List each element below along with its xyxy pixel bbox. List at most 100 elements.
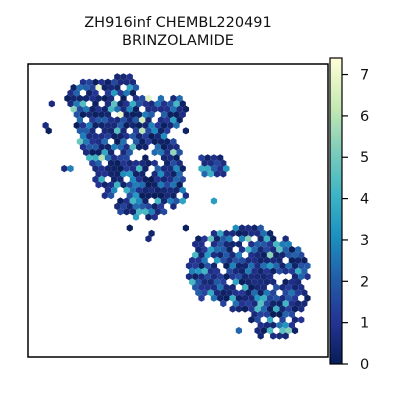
hexbin-cell bbox=[304, 262, 311, 270]
hexbin-cell bbox=[235, 240, 242, 248]
hexbin-cell bbox=[179, 175, 186, 183]
hexbin-cell bbox=[167, 143, 174, 151]
hexbin-cell bbox=[295, 278, 302, 286]
hexbin-cell bbox=[139, 116, 146, 124]
hexbin-cell bbox=[151, 148, 158, 156]
hexbin-cell bbox=[111, 143, 118, 151]
hexbin-cell bbox=[242, 273, 249, 281]
hexbin-cell bbox=[238, 246, 246, 254]
hexbin-cell bbox=[70, 84, 77, 92]
hexbin-cell bbox=[229, 305, 236, 313]
hexbin-cell bbox=[242, 262, 249, 270]
hexbin-cell bbox=[167, 197, 174, 205]
hexbin-cell bbox=[157, 202, 165, 210]
hexbin-cell bbox=[229, 262, 236, 270]
hexbin-cell bbox=[248, 316, 255, 324]
hexbin-cell bbox=[198, 283, 205, 291]
hexbin-cell bbox=[139, 127, 146, 135]
hexbin-cell bbox=[157, 148, 165, 156]
hexbin-cell bbox=[160, 100, 168, 108]
hexbin-cell bbox=[195, 246, 202, 254]
hexbin-cell bbox=[242, 229, 249, 237]
hexbin-cell bbox=[83, 138, 90, 146]
hexbin-cell bbox=[260, 229, 267, 237]
hexbin-cell bbox=[164, 192, 171, 200]
hexbin-cell bbox=[92, 132, 99, 140]
hexbin-cell bbox=[148, 186, 155, 194]
hexbin-cell bbox=[117, 197, 124, 205]
hexbin-cell bbox=[235, 262, 242, 270]
hexbin-cell bbox=[136, 175, 143, 183]
hexbin-cell bbox=[64, 94, 71, 102]
hexbin-cell bbox=[260, 262, 267, 270]
hexbin-cell bbox=[304, 294, 311, 302]
hexbin-cell bbox=[285, 294, 292, 302]
hexbin-cell bbox=[291, 283, 299, 291]
hexbin-cell bbox=[107, 170, 115, 178]
hexbin-cell bbox=[282, 300, 289, 308]
hexbin-cell bbox=[129, 143, 136, 151]
hexbin-cell bbox=[238, 267, 246, 275]
hexbin-cell bbox=[242, 305, 249, 313]
hexbin-cell bbox=[213, 256, 221, 264]
hexbin-cell bbox=[123, 78, 130, 86]
hexbin-cell bbox=[288, 246, 295, 254]
hexbin-cell bbox=[170, 148, 177, 156]
hexbin-cell bbox=[223, 262, 230, 270]
hexbin-cell bbox=[132, 159, 140, 167]
hexbin-cell bbox=[213, 170, 221, 178]
hexbin-cell bbox=[251, 289, 258, 297]
hexbin-cell bbox=[270, 289, 277, 297]
hexbin-cell bbox=[120, 159, 127, 167]
hexbin-cell bbox=[223, 273, 230, 281]
hexbin-cell bbox=[142, 208, 149, 216]
hexbin-cell bbox=[266, 229, 274, 237]
hexbin-cell bbox=[123, 111, 130, 119]
hexbin-cell bbox=[232, 224, 239, 232]
hexbin-cell bbox=[126, 116, 133, 124]
hexbin-cell bbox=[173, 143, 180, 151]
chart-title-line1: ZH916inf CHEMBL220491 bbox=[84, 15, 272, 31]
hexbin-cell bbox=[173, 175, 180, 183]
hexbin-cell bbox=[210, 240, 218, 248]
hexbin-cell bbox=[229, 273, 236, 281]
hexbin-cell bbox=[157, 181, 165, 189]
hexbin-cell bbox=[279, 316, 286, 324]
hexbin-cell bbox=[295, 267, 302, 275]
hexbin-cell bbox=[276, 300, 283, 308]
hexbin-cell bbox=[291, 327, 299, 335]
hexbin-cell bbox=[242, 294, 249, 302]
hexbin-cell bbox=[220, 246, 227, 254]
hexbin-cell bbox=[257, 310, 264, 318]
hexbin-cell bbox=[89, 94, 96, 102]
hexbin-cell bbox=[232, 300, 239, 308]
hexbin-cell bbox=[220, 289, 227, 297]
hexbin-cell bbox=[170, 159, 177, 167]
hexbin-cell bbox=[86, 121, 93, 129]
hexbin-cell bbox=[117, 121, 124, 129]
hexbin-cell bbox=[238, 278, 246, 286]
hexbin-cell bbox=[210, 283, 218, 291]
hexbin-cell bbox=[210, 262, 218, 270]
hexbin-cell bbox=[207, 159, 214, 167]
hexbin-cell bbox=[210, 229, 218, 237]
hexbin-cell bbox=[160, 186, 168, 194]
hexbin-cell bbox=[86, 111, 93, 119]
hexbin-cell bbox=[89, 138, 96, 146]
hexbin-cell bbox=[285, 283, 292, 291]
hexbin-cell bbox=[238, 300, 246, 308]
hexbin-cell bbox=[192, 240, 199, 248]
hexbin-cell bbox=[229, 251, 236, 259]
hexbin-cell bbox=[270, 267, 277, 275]
hexbin-cell bbox=[67, 165, 74, 173]
hexbin-cell bbox=[251, 246, 258, 254]
hexbin-cell bbox=[148, 100, 155, 108]
hexbin-cell bbox=[210, 197, 218, 205]
hexbin-cell bbox=[89, 105, 96, 113]
hexbin-cell bbox=[120, 202, 127, 210]
hexbin-cell bbox=[92, 143, 99, 151]
hexbin-cell bbox=[157, 127, 165, 135]
hexbin-cell bbox=[210, 273, 218, 281]
hexbin-cell bbox=[104, 154, 112, 162]
hexbin-cell bbox=[185, 273, 193, 281]
